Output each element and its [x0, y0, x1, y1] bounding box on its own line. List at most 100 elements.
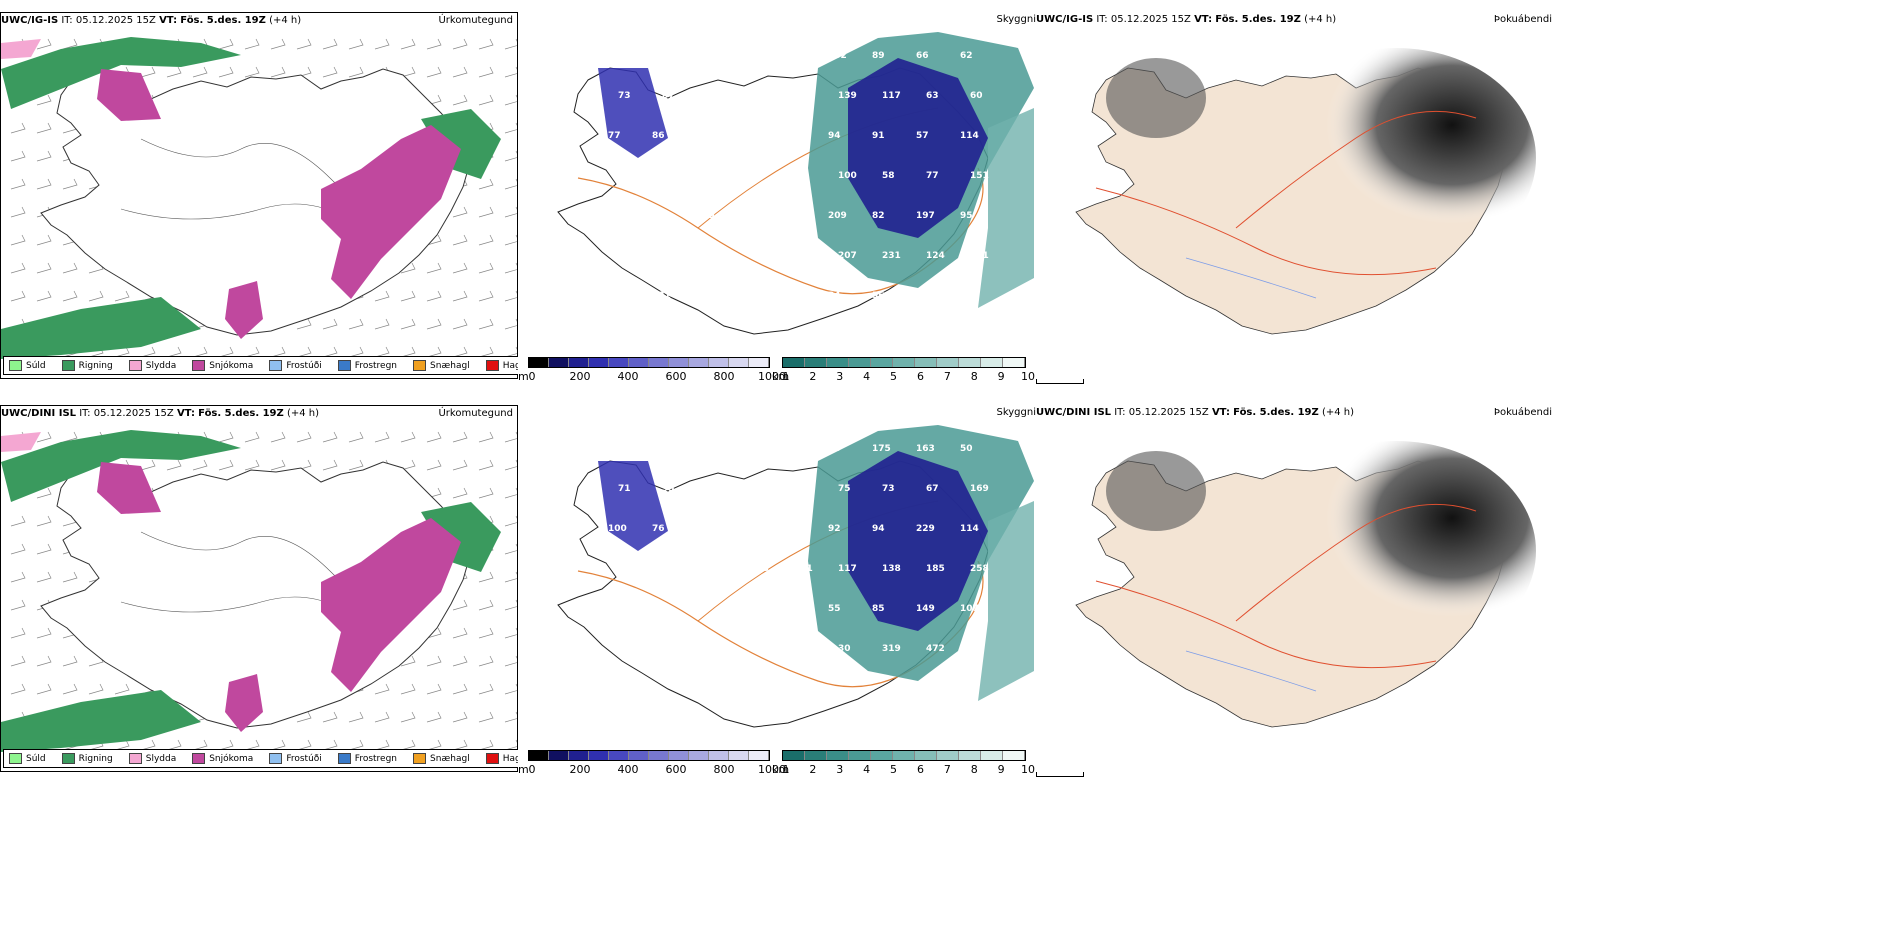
legend-label: Haglél	[502, 360, 532, 371]
wind-barb	[478, 655, 494, 667]
vt-value: Fös. 5.des. 19Z	[1215, 14, 1301, 25]
wind-barb	[452, 627, 468, 639]
cloud-base-value: 77	[926, 171, 939, 181]
wind-barb	[478, 739, 494, 751]
wind-barb	[192, 459, 208, 471]
wind-barb	[504, 431, 517, 443]
legend-item: Rigning	[61, 753, 113, 764]
colorbar-box	[649, 751, 669, 760]
cloud-base-value: 89	[872, 51, 885, 61]
fog-area	[1106, 58, 1206, 138]
wind-barb	[322, 346, 338, 358]
wind-barb	[452, 318, 468, 330]
fog-panel-top: UWC/IG-IS IT: 05.12.2025 15Z VT: Fös. 5.…	[1036, 12, 1554, 379]
cloud-base-value: 229	[916, 524, 935, 534]
cloud-base-value: 121	[794, 564, 813, 574]
wind-barb	[36, 150, 52, 162]
wind-barb	[452, 346, 468, 358]
wind-barb	[114, 290, 130, 302]
cloud-panel-bottom: Skyggni 900 190 67 31 66 86 175 163 50 71 95 70 82 78…	[518, 405, 1036, 776]
river-line	[1185, 257, 1317, 299]
wind-barb	[10, 290, 26, 302]
wind-barb	[62, 38, 78, 50]
cloud-base-area	[848, 451, 988, 631]
colorbar-box	[827, 358, 849, 367]
legend-item: Snjókoma	[192, 360, 253, 371]
colorbar-tick-label: 9	[997, 370, 1005, 383]
wind-barb	[452, 290, 468, 302]
cloud-base-value: 93	[784, 524, 797, 534]
legend-swatch	[485, 360, 499, 371]
cloud-base-value: 67	[926, 484, 939, 494]
vt-label: VT:	[176, 408, 195, 419]
cloud-base-value: 56	[872, 291, 885, 301]
legend-swatch	[269, 360, 283, 371]
colorbar-box	[915, 358, 937, 367]
legend-item: Snæhagl	[413, 360, 470, 371]
wind-barb	[322, 431, 338, 443]
cloud-base-value: 92	[828, 524, 841, 534]
cloud-base-value: 85	[872, 604, 885, 614]
wind-barb	[452, 38, 468, 50]
legend-swatch	[9, 753, 22, 764]
legend-swatch	[128, 360, 142, 371]
wind-barb	[296, 739, 312, 751]
cloud-base-value: 155	[662, 564, 681, 574]
colorbar-box	[629, 751, 649, 760]
wind-barb	[478, 711, 494, 723]
wind-barb	[36, 38, 52, 50]
wind-barb	[62, 655, 78, 667]
wind-barb	[504, 262, 517, 274]
wind-barb	[322, 711, 338, 723]
colorbar-tick-label: 10	[1021, 763, 1035, 776]
wind-barb	[218, 431, 234, 443]
wind-barb	[426, 739, 442, 751]
rain-area	[1, 37, 241, 109]
wind-barb	[296, 346, 312, 358]
legend-label: Haglél	[502, 753, 532, 764]
wind-barb	[478, 290, 494, 302]
wind-barb	[374, 290, 390, 302]
fog-map	[1075, 48, 1536, 335]
legend-swatch	[413, 360, 427, 371]
wind-barb	[192, 346, 208, 358]
wind-barb	[36, 571, 52, 583]
wind-barb	[504, 122, 517, 134]
cloud-base-value: 70	[706, 484, 719, 494]
legend-label: Súld	[26, 360, 46, 371]
wind-barb	[10, 627, 26, 639]
lead-time: (+4 h)	[1304, 14, 1337, 25]
colorbar-tick-label: 7	[943, 370, 951, 383]
colorbar-box	[609, 358, 629, 367]
road-line	[1095, 580, 1437, 669]
wind-barb	[166, 346, 182, 358]
cloud-base-value: 62	[960, 51, 973, 61]
wind-barb	[426, 290, 442, 302]
rain-area	[421, 502, 501, 572]
it-label: IT:	[79, 408, 91, 419]
legend-swatch	[337, 360, 351, 371]
wind-barb	[62, 571, 78, 583]
cloud-base-value: 165	[706, 251, 725, 261]
wind-barb	[244, 739, 260, 751]
wind-barb	[348, 318, 364, 330]
vt-value: Fös. 5.des. 19Z	[198, 408, 284, 419]
wind-barb	[452, 487, 468, 499]
colorbar-box	[629, 358, 649, 367]
model-name: UWC/DINI ISL	[1, 408, 77, 419]
precip-legend: Súld Rigning Slydda Snjókoma Frostúði Frostre…	[3, 356, 548, 375]
vt-value: Fös. 5.des. 19Z	[180, 15, 266, 26]
model-name: UWC/DINI ISL	[1036, 407, 1112, 418]
cloud-panel-top: Skyggni 113 195 265 151 131 432 89 66 62 73 87 64 56…	[518, 12, 1036, 383]
wind-barb	[244, 431, 260, 443]
colorbar-box	[893, 358, 915, 367]
wind-barb	[374, 38, 390, 50]
fog-area	[1106, 451, 1206, 531]
legend-swatch	[128, 753, 142, 764]
wind-barb	[348, 66, 364, 78]
wind-barb	[478, 206, 494, 218]
cloud-base-value: 82	[872, 211, 885, 221]
wind-barb	[400, 346, 416, 358]
cloud-base-value: 93	[696, 604, 709, 614]
snow-area	[225, 281, 263, 339]
